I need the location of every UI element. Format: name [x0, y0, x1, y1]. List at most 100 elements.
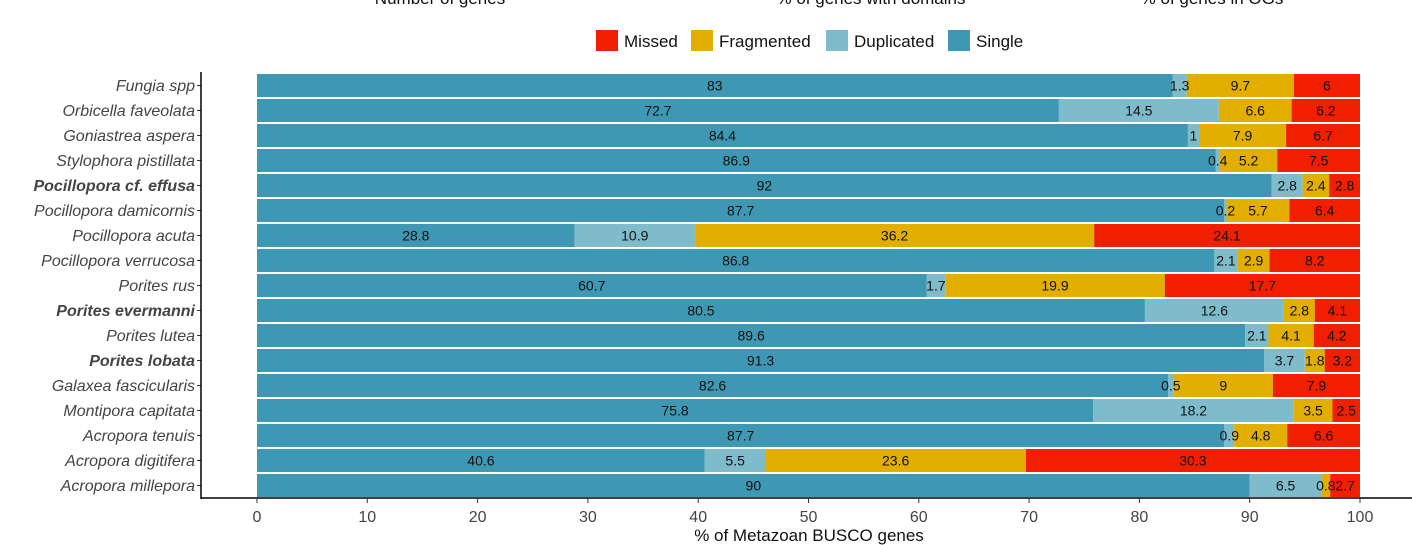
data-label-pocillopora-verrucosa-missed: 8.2	[1305, 253, 1325, 269]
legend-swatch-duplicated	[826, 30, 848, 51]
bar-porites-lobata-missed	[1324, 349, 1360, 372]
data-label-porites-evermanni-duplicated: 12.6	[1201, 303, 1228, 319]
data-label-acropora-millepora-fragmented: 0.8	[1316, 478, 1336, 494]
data-label-acropora-millepora-single: 90	[746, 478, 762, 494]
data-label-porites-lobata-duplicated: 3.7	[1275, 353, 1295, 369]
bar-fungia-spp-duplicated	[1172, 74, 1187, 97]
bar-orbicella-faveolata-duplicated	[1058, 99, 1219, 122]
y-axis-labels: Fungia spp Orbicella faveolata Goniastrea …	[33, 78, 201, 495]
bar-pocillopora-cf-effusa-fragmented	[1302, 174, 1330, 197]
x-tick-label-10: 10	[358, 509, 376, 526]
data-label-acropora-tenuis-duplicated: 0.9	[1220, 428, 1240, 444]
x-axis-title: % of Metazoan BUSCO genes	[694, 526, 924, 545]
y-tick-label-pocillopora-acuta: Pocillopora acuta	[72, 228, 195, 245]
data-label-acropora-digitifera-duplicated: 5.5	[725, 453, 745, 469]
data-label-fungia-spp-fragmented: 9.7	[1231, 78, 1251, 94]
y-tick-label-montipora-capitata: Montipora capitata	[63, 403, 195, 420]
legend-item-single: Single	[948, 30, 1023, 51]
data-label-goniastrea-aspera-single: 84.4	[709, 128, 736, 144]
data-label-galaxea-fascicularis-fragmented: 9	[1219, 378, 1227, 394]
legend: Missed Fragmented Duplicated Single	[596, 30, 1023, 51]
bar-stylophora-pistillata-fragmented	[1219, 149, 1278, 172]
bar-montipora-capitata-fragmented	[1293, 399, 1333, 422]
bar-acropora-digitifera-single	[257, 449, 705, 472]
y-tick-label-acropora-millepora: Acropora millepora	[60, 478, 195, 495]
bar-acropora-tenuis-duplicated	[1224, 424, 1235, 447]
data-label-goniastrea-aspera-duplicated: 1	[1190, 128, 1198, 144]
data-label-pocillopora-cf-effusa-missed: 2.8	[1335, 178, 1355, 194]
data-label-porites-lutea-single: 89.6	[738, 328, 765, 344]
x-tick-label-0: 0	[253, 509, 262, 526]
data-label-porites-lutea-duplicated: 2.1	[1247, 328, 1267, 344]
data-label-galaxea-fascicularis-single: 82.6	[699, 378, 726, 394]
legend-swatch-single	[948, 30, 970, 51]
bar-acropora-digitifera-duplicated	[704, 449, 766, 472]
legend-item-duplicated: Duplicated	[826, 30, 934, 51]
x-tick-label-80: 80	[1131, 509, 1149, 526]
bar-porites-evermanni-fragmented	[1283, 299, 1315, 322]
bar-acropora-tenuis-missed	[1287, 424, 1360, 447]
bar-goniastrea-aspera-duplicated	[1187, 124, 1199, 147]
bar-acropora-digitifera-missed	[1025, 449, 1360, 472]
top-label-1: Number of genes	[375, 0, 505, 8]
data-label-porites-rus-single: 60.7	[578, 278, 605, 294]
y-tick-label-porites-lutea: Porites lutea	[106, 328, 195, 345]
top-label-3: % of genes in OGs	[1141, 0, 1284, 8]
data-label-pocillopora-verrucosa-duplicated: 2.1	[1216, 253, 1236, 269]
data-label-acropora-digitifera-missed: 30.3	[1179, 453, 1206, 469]
data-label-acropora-millepora-duplicated: 6.5	[1276, 478, 1296, 494]
data-label-pocillopora-cf-effusa-single: 92	[757, 178, 773, 194]
data-label-pocillopora-acuta-fragmented: 36.2	[881, 228, 908, 244]
bar-fungia-spp-fragmented	[1186, 74, 1294, 97]
data-label-pocillopora-cf-effusa-fragmented: 2.4	[1306, 178, 1326, 194]
y-tick-label-acropora-digitifera: Acropora digitifera	[64, 453, 195, 470]
bar-porites-rus-single	[257, 274, 927, 297]
x-tick-label-30: 30	[579, 509, 597, 526]
bar-porites-rus-duplicated	[926, 274, 946, 297]
bar-pocillopora-acuta-fragmented	[694, 224, 1095, 247]
data-label-pocillopora-damicornis-single: 87.7	[727, 203, 754, 219]
data-label-pocillopora-cf-effusa-duplicated: 2.8	[1277, 178, 1297, 194]
legend-item-fragmented: Fragmented	[691, 30, 811, 51]
bar-orbicella-faveolata-missed	[1291, 99, 1360, 122]
data-label-porites-lobata-single: 91.3	[747, 353, 774, 369]
segment-labels: 83 1.3 9.7 6 72.7 14.5 6.6 6.2 84.4 1 7.9 6.7 86.9 0.…	[402, 78, 1356, 494]
bar-porites-lobata-duplicated	[1264, 349, 1305, 372]
bar-galaxea-fascicularis-duplicated	[1168, 374, 1174, 397]
bar-montipora-capitata-duplicated	[1093, 399, 1294, 422]
bar-orbicella-faveolata-fragmented	[1218, 99, 1292, 122]
bar-porites-rus-missed	[1164, 274, 1360, 297]
data-label-pocillopora-damicornis-missed: 6.4	[1315, 203, 1335, 219]
x-tick-label-90: 90	[1241, 509, 1259, 526]
data-label-stylophora-pistillata-duplicated: 0.4	[1208, 153, 1228, 169]
y-tick-label-porites-evermanni: Porites evermanni	[56, 303, 195, 320]
top-panel-labels: Number of genes % of genes with domains % …	[375, 0, 1284, 8]
bar-pocillopora-damicornis-fragmented	[1226, 199, 1290, 222]
bar-fungia-spp-single	[257, 74, 1173, 97]
data-label-stylophora-pistillata-fragmented: 5.2	[1239, 153, 1259, 169]
y-tick-label-porites-lobata: Porites lobata	[89, 353, 195, 370]
bar-fungia-spp-missed	[1293, 74, 1360, 97]
y-tick-label-galaxea-fascicularis: Galaxea fascicularis	[52, 378, 195, 395]
bar-acropora-millepora-single	[257, 474, 1250, 497]
bar-galaxea-fascicularis-fragmented	[1173, 374, 1273, 397]
bars	[257, 74, 1360, 497]
bar-pocillopora-damicornis-missed	[1289, 199, 1360, 222]
bar-acropora-digitifera-fragmented	[765, 449, 1026, 472]
data-label-montipora-capitata-duplicated: 18.2	[1180, 403, 1207, 419]
data-label-goniastrea-aspera-missed: 6.7	[1313, 128, 1333, 144]
x-tick-label-100: 100	[1347, 509, 1374, 526]
legend-label-duplicated: Duplicated	[854, 32, 934, 51]
data-label-fungia-spp-single: 83	[707, 78, 723, 94]
legend-item-missed: Missed	[596, 30, 678, 51]
legend-swatch-missed	[596, 30, 618, 51]
data-label-porites-rus-fragmented: 19.9	[1041, 278, 1068, 294]
data-label-stylophora-pistillata-missed: 7.5	[1309, 153, 1329, 169]
x-tick-label-50: 50	[800, 509, 818, 526]
bar-montipora-capitata-single	[257, 399, 1094, 422]
data-label-pocillopora-verrucosa-fragmented: 2.9	[1244, 253, 1264, 269]
y-tick-label-stylophora-pistillata: Stylophora pistillata	[56, 153, 195, 170]
bar-porites-lobata-fragmented	[1304, 349, 1325, 372]
data-label-porites-rus-missed: 17.7	[1249, 278, 1276, 294]
data-label-acropora-digitifera-fragmented: 23.6	[882, 453, 909, 469]
